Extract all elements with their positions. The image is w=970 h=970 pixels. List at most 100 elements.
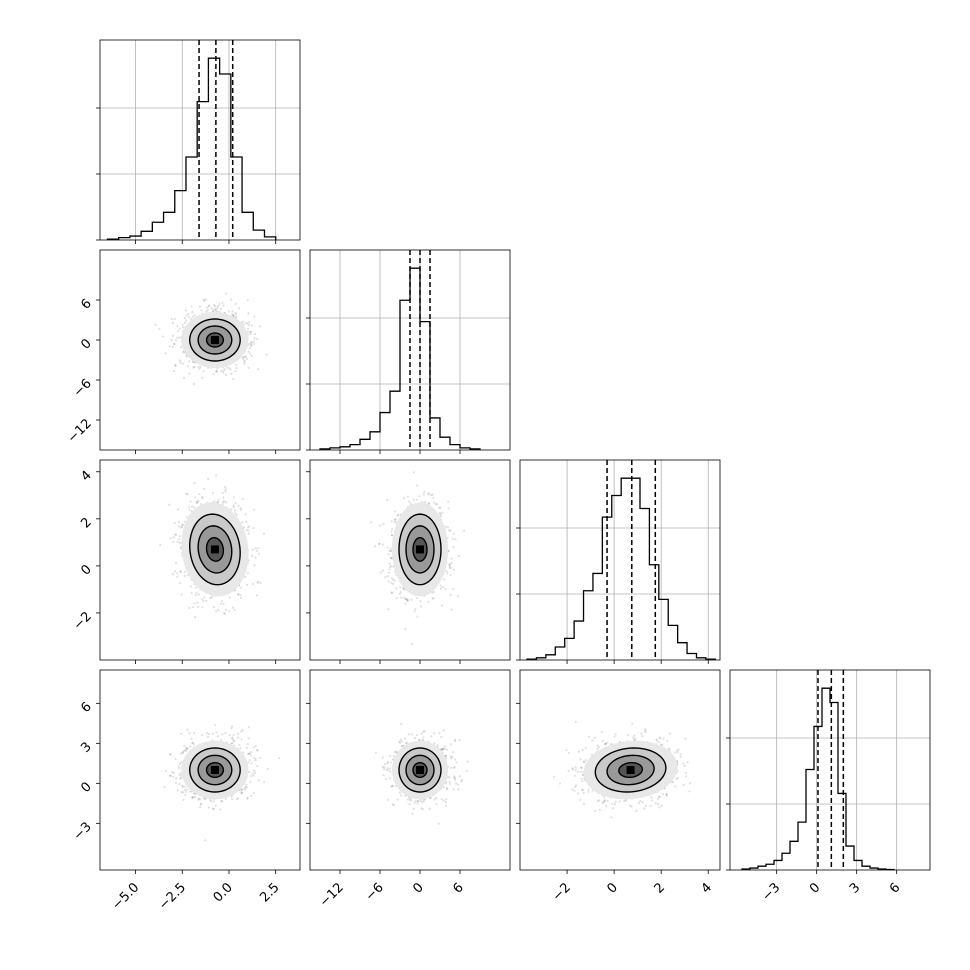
sample-point [390, 556, 393, 560]
sample-point [179, 777, 182, 780]
sample-point [173, 570, 176, 573]
sample-point [180, 593, 183, 596]
gridlines [520, 460, 720, 660]
sample-point [235, 313, 238, 316]
sample-point [444, 804, 448, 807]
contour-2 [398, 513, 442, 586]
sample-point [168, 503, 171, 506]
sample-point [220, 800, 223, 803]
sample-point [189, 585, 192, 588]
sample-point [449, 529, 452, 533]
sample-point [242, 359, 246, 362]
sample-point [381, 543, 385, 546]
sample-point [198, 305, 202, 308]
sample-point [401, 744, 404, 748]
sample-point [256, 749, 259, 752]
sample-point [176, 540, 179, 544]
sample-point [240, 792, 243, 795]
sample-point [240, 730, 243, 733]
sample-point [449, 755, 452, 758]
sample-point [441, 586, 445, 589]
sample-point [443, 578, 446, 581]
sample-point [190, 305, 193, 308]
sample-point [457, 554, 460, 558]
panel-1-0: −12−606 [65, 249, 301, 454]
x-tick-label: 2.5 [257, 880, 282, 905]
sample-point [178, 538, 181, 541]
sample-point [232, 496, 236, 499]
sample-point [240, 788, 243, 791]
sample-point [414, 608, 417, 611]
sample-point [185, 314, 188, 317]
sample-point [430, 493, 433, 497]
sample-point [174, 562, 178, 565]
sample-point [252, 526, 255, 530]
contour-2 [189, 747, 241, 793]
x-tick-label: −5.0 [109, 880, 142, 913]
sample-point [183, 744, 186, 747]
sample-point [251, 554, 254, 557]
sample-point [234, 370, 237, 373]
sample-point [379, 571, 382, 574]
sample-point [231, 736, 234, 739]
sample-point [246, 743, 249, 746]
sample-point [248, 347, 252, 350]
sample-point [232, 504, 235, 507]
sample-point [442, 729, 445, 732]
sample-point [191, 796, 194, 799]
sample-point [247, 752, 250, 755]
sample-point [181, 785, 184, 788]
sample-point [187, 316, 191, 319]
sample-point [447, 500, 450, 503]
sample-point [247, 532, 250, 535]
sample-point [384, 763, 387, 766]
sample-point [242, 356, 245, 359]
sample-point [378, 542, 381, 545]
sample-point [254, 556, 257, 559]
sample-point [427, 493, 431, 496]
sample-point [412, 498, 415, 501]
contour-2 [189, 318, 241, 362]
sample-point [206, 732, 209, 735]
sample-point [213, 308, 216, 311]
sample-point [186, 573, 189, 577]
sample-point [193, 481, 196, 485]
sample-point [192, 382, 196, 386]
sample-point [213, 500, 216, 503]
sample-point [181, 784, 184, 788]
sample-point [262, 532, 266, 535]
sample-point [207, 477, 210, 481]
sample-point [212, 800, 215, 803]
sample-point [182, 523, 185, 526]
sample-point [183, 788, 187, 792]
sample-point [241, 320, 244, 323]
sample-point [245, 786, 248, 789]
sample-point [219, 738, 223, 742]
sample-point [215, 310, 219, 313]
sample-point [446, 572, 449, 575]
sample-point [253, 337, 256, 340]
sample-point [239, 594, 242, 597]
sample-point [170, 317, 173, 321]
sample-point [243, 787, 246, 790]
histogram-2 [526, 477, 716, 660]
sample-point [222, 500, 226, 503]
sample-point [418, 495, 421, 498]
sample-point [432, 496, 435, 499]
axes-frame [309, 249, 511, 451]
sample-point [194, 496, 197, 499]
sample-point [433, 501, 436, 504]
sample-point [246, 526, 250, 529]
sample-point [234, 512, 237, 515]
sample-point [188, 790, 191, 793]
sample-point [216, 306, 219, 310]
sample-point [399, 738, 403, 741]
sample-point [190, 737, 193, 740]
sample-point [405, 598, 409, 601]
sample-point [438, 506, 441, 510]
sample-point [197, 605, 200, 608]
sample-point [395, 587, 398, 590]
sample-point [396, 514, 399, 517]
sample-point [184, 794, 187, 797]
sample-point [460, 780, 463, 783]
